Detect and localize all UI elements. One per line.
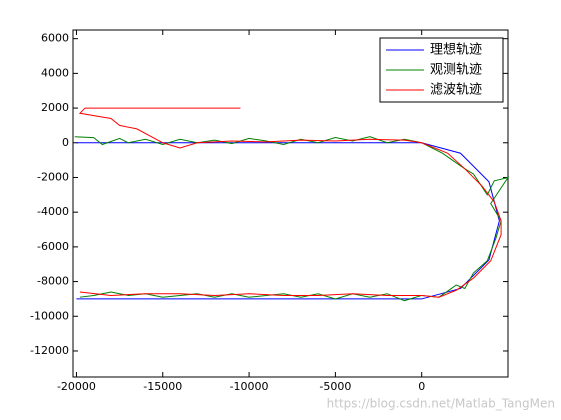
- y-tick-label: -10000: [30, 309, 69, 322]
- legend-label: 理想轨迹: [430, 42, 482, 58]
- series-line: [76, 142, 500, 300]
- legend-label: 滤波轨迹: [430, 83, 482, 98]
- series-line: [78, 107, 502, 298]
- y-tick-label: 2000: [41, 101, 69, 114]
- legend-label: 观测轨迹: [430, 63, 482, 78]
- y-tick-label: -8000: [37, 275, 69, 288]
- y-tick-label: 4000: [41, 66, 69, 79]
- y-tick-label: -4000: [37, 205, 69, 218]
- x-tick-label: -15000: [143, 380, 182, 393]
- y-tick-label: -6000: [37, 240, 69, 253]
- x-tick-label: 0: [418, 380, 425, 393]
- x-tick-label: -20000: [57, 380, 96, 393]
- y-tick-label: -12000: [30, 344, 69, 357]
- y-tick-label: 0: [62, 136, 69, 149]
- x-tick-label: -10000: [230, 380, 269, 393]
- y-tick-label: 6000: [41, 32, 69, 45]
- watermark: https://blog.csdn.net/Matlab_TangMen: [327, 397, 555, 411]
- y-tick-label: -2000: [37, 170, 69, 183]
- x-tick-label: -5000: [319, 380, 351, 393]
